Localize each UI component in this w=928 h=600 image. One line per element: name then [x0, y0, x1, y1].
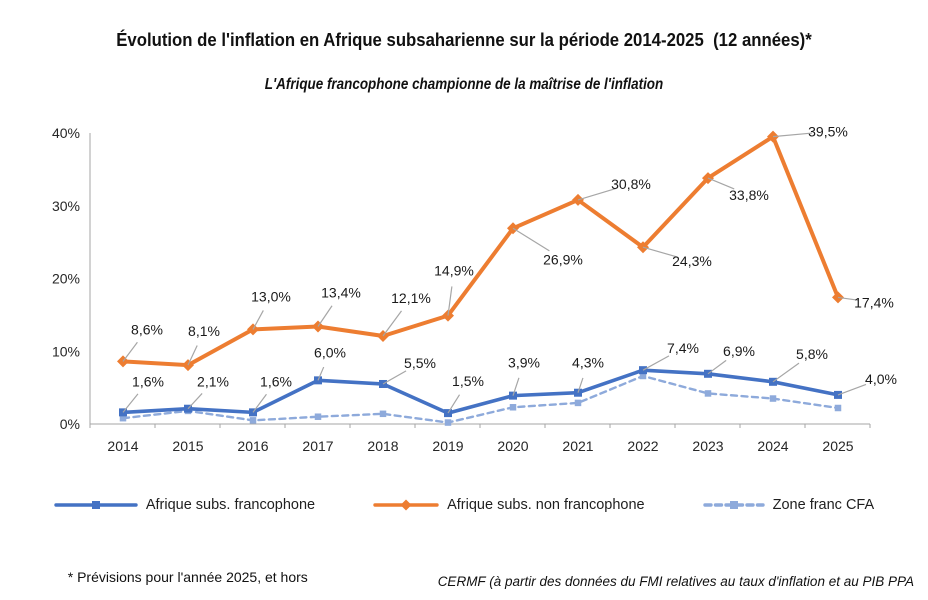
- footnote-forecast-line1: * Prévisions pour l'année 2025, et hors: [67, 569, 308, 586]
- footnote-source-line1: CERMF (à partir des données du FMI relat…: [437, 573, 914, 589]
- svg-text:24,3%: 24,3%: [672, 253, 712, 269]
- svg-text:20%: 20%: [52, 271, 80, 287]
- svg-text:8,6%: 8,6%: [131, 321, 163, 337]
- svg-text:2015: 2015: [172, 438, 203, 454]
- svg-text:1,6%: 1,6%: [132, 373, 164, 389]
- legend-label-zone-cfa: Zone franc CFA: [772, 497, 875, 513]
- svg-text:2024: 2024: [757, 438, 788, 454]
- svg-text:5,8%: 5,8%: [796, 346, 828, 362]
- svg-text:7,4%: 7,4%: [667, 340, 699, 356]
- legend-item-zone-cfa: Zone franc CFA: [702, 497, 875, 513]
- svg-text:2020: 2020: [497, 438, 528, 454]
- svg-text:3,9%: 3,9%: [508, 355, 540, 371]
- chart-area: 0% 10% 20% 30% 40% 2014 2015 2016 2017 2018 2019 20…: [0, 114, 928, 470]
- line-square-marker-icon: [54, 501, 138, 509]
- footnote-source: CERMF (à partir des données du FMI relat…: [336, 551, 914, 600]
- footnote-forecast: * Prévisions pour l'année 2025, et hors …: [24, 544, 336, 600]
- svg-text:17,4%: 17,4%: [854, 294, 894, 310]
- legend-label-francophone: Afrique subs. francophone: [145, 497, 316, 513]
- dashed-line-square-marker-icon: [702, 501, 765, 509]
- svg-text:1,6%: 1,6%: [260, 373, 292, 389]
- svg-text:30%: 30%: [52, 198, 80, 214]
- svg-text:40%: 40%: [52, 125, 80, 141]
- chart-subtitle: L'Afrique francophone championne de la m…: [264, 76, 664, 93]
- legend-item-non-francophone: Afrique subs. non francophone: [373, 497, 645, 513]
- line-diamond-marker-icon: [373, 499, 439, 511]
- svg-text:0%: 0%: [60, 416, 80, 432]
- svg-text:8,1%: 8,1%: [188, 323, 220, 339]
- svg-text:2,1%: 2,1%: [197, 374, 229, 390]
- svg-text:6,9%: 6,9%: [723, 343, 755, 359]
- svg-text:4,0%: 4,0%: [865, 371, 897, 387]
- svg-text:2019: 2019: [432, 438, 463, 454]
- svg-text:2025: 2025: [822, 438, 853, 454]
- svg-text:39,5%: 39,5%: [808, 124, 848, 140]
- svg-text:2022: 2022: [627, 438, 658, 454]
- svg-text:13,0%: 13,0%: [251, 288, 291, 304]
- svg-text:12,1%: 12,1%: [391, 290, 431, 306]
- chart-legend: Afrique subs. francophone Afrique subs. …: [0, 497, 928, 513]
- svg-text:33,8%: 33,8%: [729, 187, 769, 203]
- svg-text:2017: 2017: [302, 438, 333, 454]
- legend-item-francophone: Afrique subs. francophone: [54, 497, 315, 513]
- svg-text:2021: 2021: [562, 438, 593, 454]
- svg-text:14,9%: 14,9%: [434, 263, 474, 279]
- svg-text:2016: 2016: [237, 438, 268, 454]
- svg-text:2014: 2014: [107, 438, 138, 454]
- legend-label-non-francophone: Afrique subs. non francophone: [447, 497, 645, 513]
- svg-text:2023: 2023: [692, 438, 723, 454]
- svg-text:10%: 10%: [52, 343, 80, 359]
- svg-text:5,5%: 5,5%: [404, 355, 436, 371]
- svg-text:30,8%: 30,8%: [611, 176, 651, 192]
- svg-text:1,5%: 1,5%: [452, 373, 484, 389]
- svg-text:26,9%: 26,9%: [543, 251, 583, 267]
- svg-text:6,0%: 6,0%: [314, 344, 346, 360]
- svg-text:2018: 2018: [367, 438, 398, 454]
- svg-text:13,4%: 13,4%: [321, 285, 361, 301]
- chart-title: Évolution de l'inflation en Afrique subs…: [116, 30, 812, 50]
- svg-text:4,3%: 4,3%: [572, 355, 604, 371]
- chart-svg: 0% 10% 20% 30% 40% 2014 2015 2016 2017 2018 2019 20…: [52, 124, 897, 454]
